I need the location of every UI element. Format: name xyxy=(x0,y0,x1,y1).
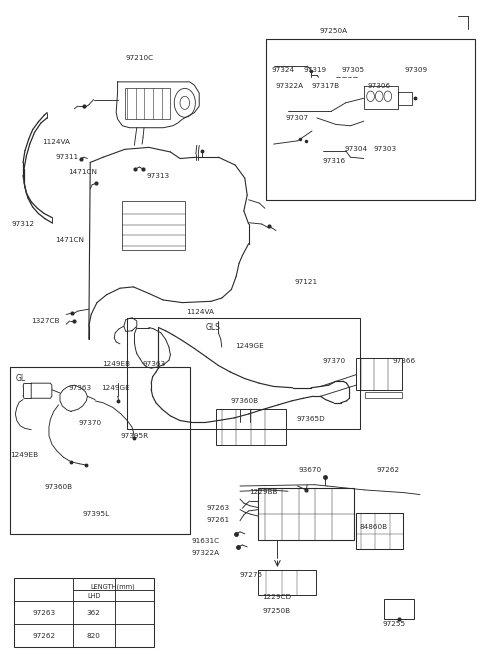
Text: 97316: 97316 xyxy=(323,158,346,164)
Text: LHD: LHD xyxy=(87,593,100,599)
Bar xyxy=(122,201,185,250)
Text: 97360B: 97360B xyxy=(44,483,72,490)
Text: 97306: 97306 xyxy=(368,83,391,89)
Text: 97303: 97303 xyxy=(374,145,397,152)
Text: 1249EB: 1249EB xyxy=(11,451,39,458)
Text: 97317B: 97317B xyxy=(311,83,339,89)
Bar xyxy=(14,578,154,647)
Text: 97262: 97262 xyxy=(32,633,55,639)
Bar xyxy=(266,39,475,200)
Text: 97250A: 97250A xyxy=(319,28,348,35)
Text: 97366: 97366 xyxy=(393,358,416,364)
Text: 97263: 97263 xyxy=(206,505,229,512)
Text: 362: 362 xyxy=(87,610,101,616)
Text: 97263: 97263 xyxy=(32,610,55,616)
Text: 97313: 97313 xyxy=(146,173,169,179)
Text: 97370: 97370 xyxy=(323,358,346,364)
Text: 97275: 97275 xyxy=(240,572,263,578)
Text: 1124VA: 1124VA xyxy=(186,309,214,315)
Text: LENGTH(mm): LENGTH(mm) xyxy=(91,584,136,590)
Text: 1327CB: 1327CB xyxy=(31,318,60,324)
Text: 97360B: 97360B xyxy=(230,398,259,404)
Bar xyxy=(258,570,316,595)
Text: 97311: 97311 xyxy=(55,153,78,160)
Text: 97322A: 97322A xyxy=(192,550,220,557)
Text: 1249GE: 1249GE xyxy=(101,384,130,391)
Text: 1124VA: 1124VA xyxy=(42,139,70,145)
Bar xyxy=(384,599,414,619)
Bar xyxy=(356,358,402,390)
Text: 97363: 97363 xyxy=(68,384,91,391)
Text: 93670: 93670 xyxy=(299,467,322,474)
Text: 97312: 97312 xyxy=(12,221,35,227)
Text: 1249GE: 1249GE xyxy=(235,343,264,349)
Bar xyxy=(365,392,402,398)
Text: 97121: 97121 xyxy=(294,278,317,285)
Bar xyxy=(10,367,190,534)
Text: 97319: 97319 xyxy=(304,67,327,73)
Text: 84860B: 84860B xyxy=(359,523,387,530)
Text: 97309: 97309 xyxy=(404,67,427,73)
Text: 97210C: 97210C xyxy=(125,54,153,61)
Text: GL: GL xyxy=(15,374,25,383)
Bar xyxy=(258,488,354,540)
Text: GLS: GLS xyxy=(205,323,220,332)
Text: 97250B: 97250B xyxy=(262,608,290,614)
Bar xyxy=(216,409,286,445)
Text: 97304: 97304 xyxy=(345,145,368,152)
Text: 97370: 97370 xyxy=(78,420,101,426)
Text: 97365D: 97365D xyxy=(297,415,325,422)
Text: 97261: 97261 xyxy=(206,517,229,523)
Text: 97255: 97255 xyxy=(382,620,405,627)
Text: 97262: 97262 xyxy=(376,467,399,474)
Text: 97324: 97324 xyxy=(271,67,294,73)
Bar xyxy=(127,318,360,429)
Text: 97307: 97307 xyxy=(285,115,308,121)
Text: 1249EB: 1249EB xyxy=(102,361,130,367)
Text: 820: 820 xyxy=(87,633,101,639)
Text: 97305: 97305 xyxy=(342,67,365,73)
Text: 1471CN: 1471CN xyxy=(69,168,97,175)
Bar xyxy=(125,88,170,119)
Text: 97395R: 97395R xyxy=(121,433,149,440)
Text: 97395L: 97395L xyxy=(83,510,110,517)
Text: 1229BB: 1229BB xyxy=(250,489,278,495)
Bar xyxy=(356,513,403,549)
Text: 91631C: 91631C xyxy=(192,538,220,544)
Text: 1471CN: 1471CN xyxy=(55,236,84,243)
Text: 97363: 97363 xyxy=(142,361,165,367)
Text: 1229CD: 1229CD xyxy=(262,594,291,601)
Text: 97322A: 97322A xyxy=(276,83,304,89)
